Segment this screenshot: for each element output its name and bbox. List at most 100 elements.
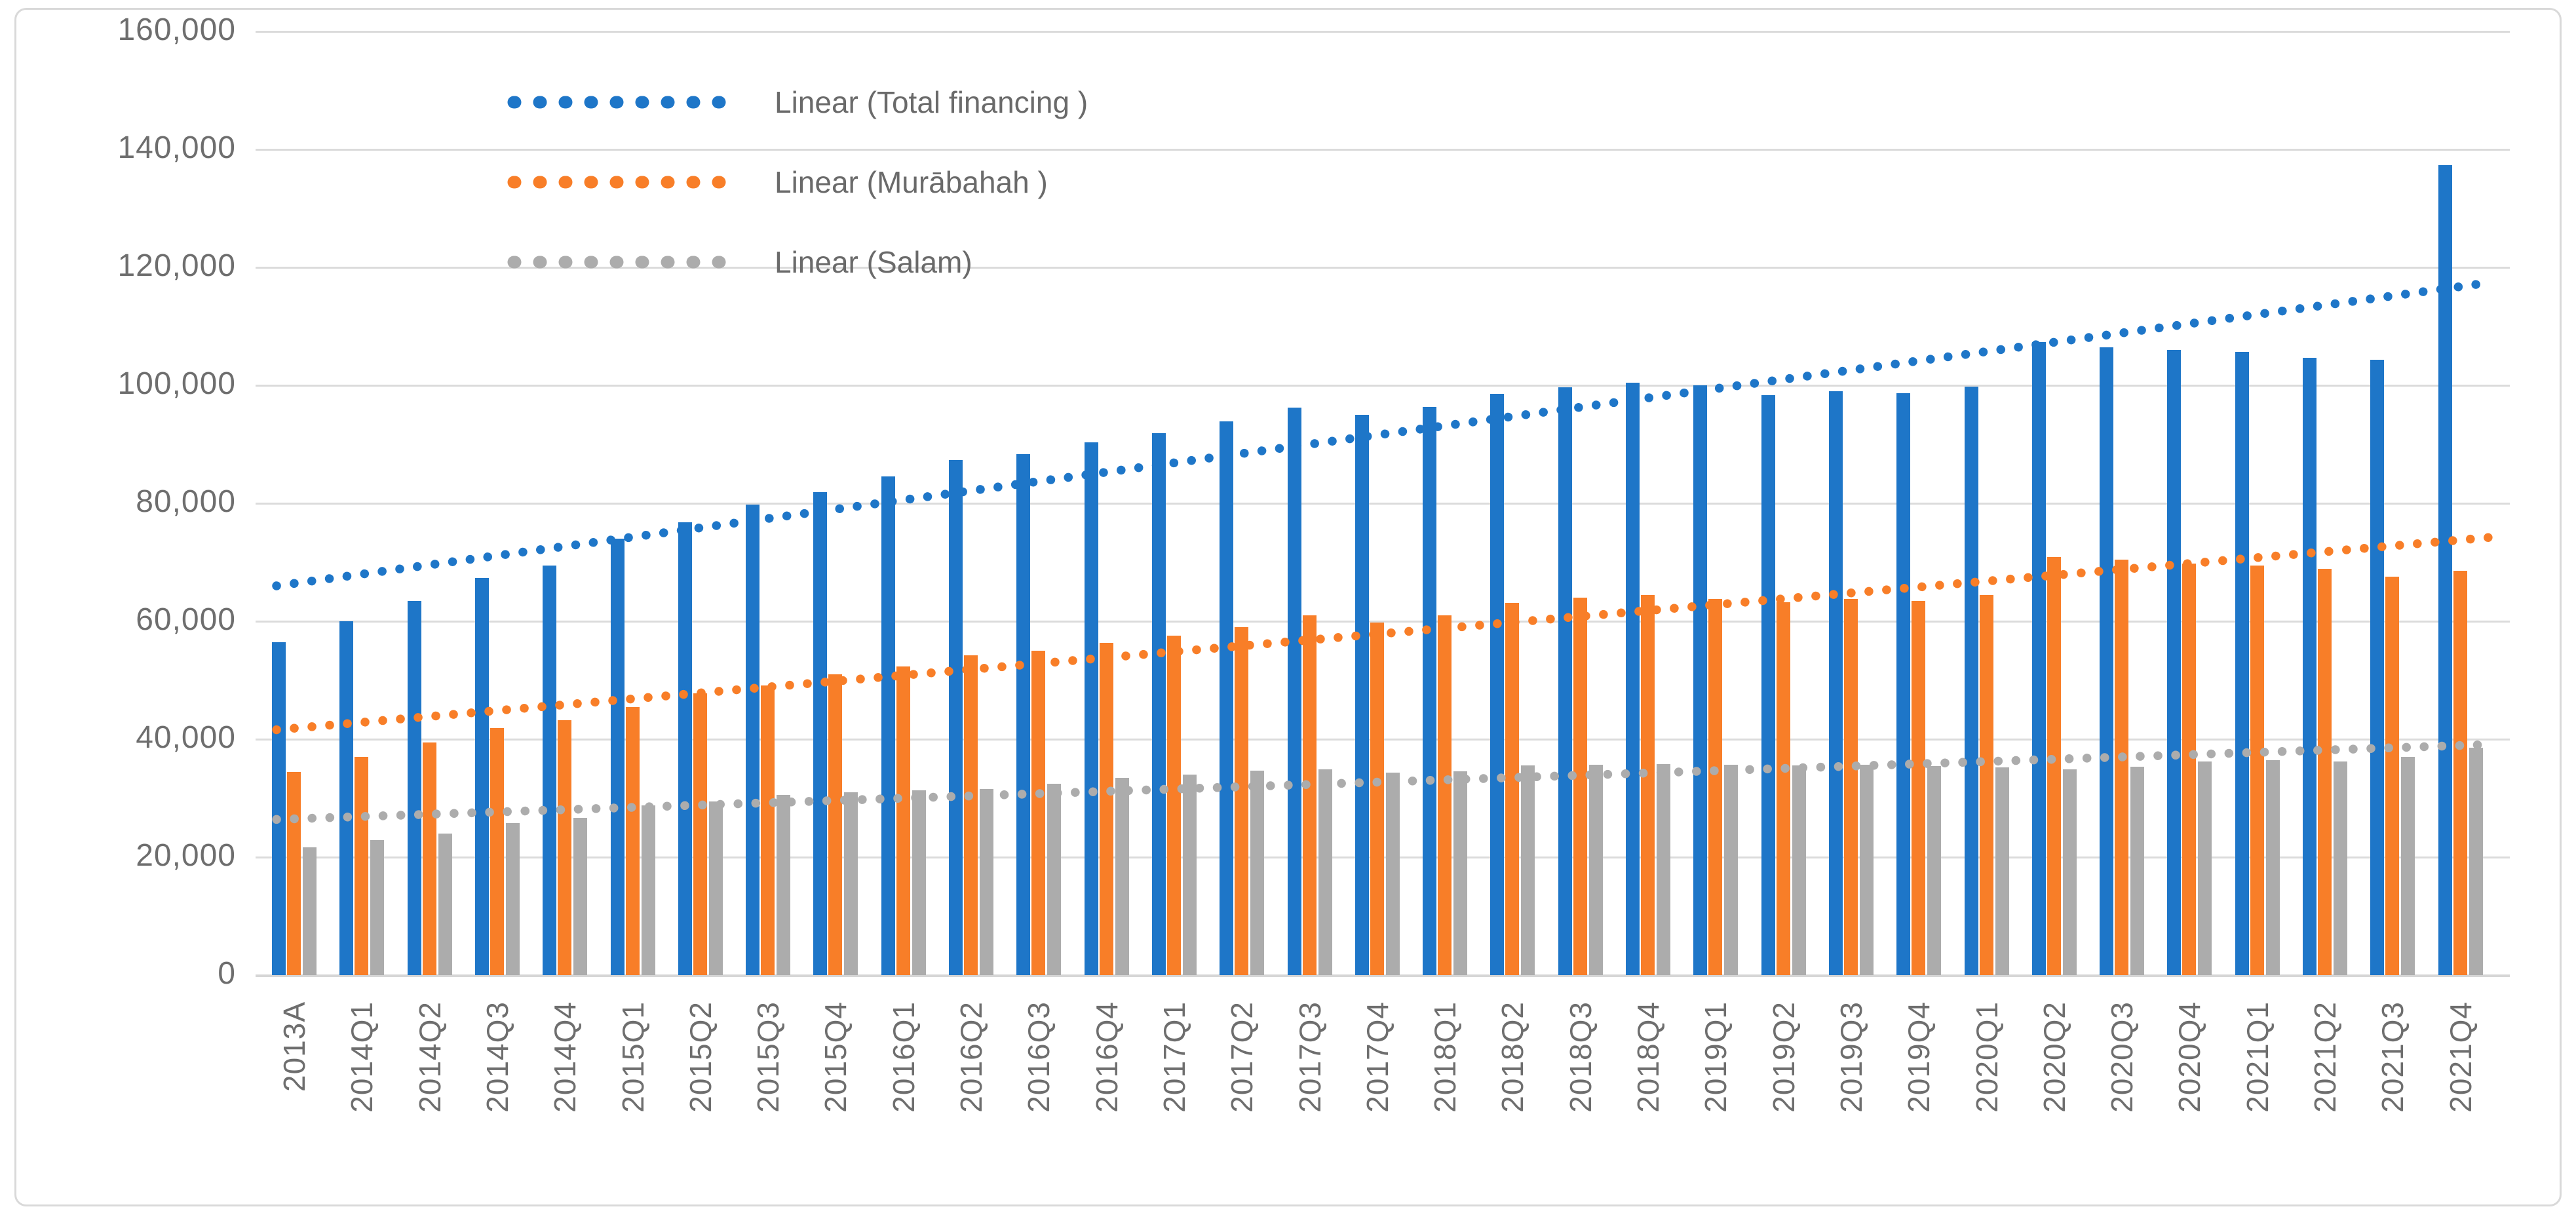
legend: Linear (Total financing ) Linear (Murāba… [505, 62, 1088, 302]
x-axis-tick-label: 2020Q2 [2037, 1001, 2071, 1113]
bar-salam-2014Q2 [438, 834, 452, 975]
bar-mur-bahah-2016Q3 [1031, 651, 1046, 975]
bar-mur-bahah-2019Q2 [1776, 602, 1790, 975]
bar-mur-bahah-2015Q1 [625, 707, 640, 975]
y-axis-tick-label: 120,000 [117, 248, 236, 283]
x-axis-tick-label: 2015Q2 [683, 1001, 718, 1113]
gridline [256, 974, 2510, 977]
x-axis-tick-label: 2019Q1 [1699, 1001, 1733, 1113]
bar-salam-2018Q3 [1588, 764, 1603, 975]
y-axis-tick-label: 80,000 [136, 484, 236, 519]
x-axis-tick-label: 2020Q1 [1969, 1001, 2004, 1113]
trendline-swatch-murabahah [507, 176, 744, 189]
bar-salam-2018Q1 [1453, 771, 1468, 975]
x-axis-tick-label: 2018Q3 [1563, 1001, 1598, 1113]
x-axis-tick-label: 2018Q2 [1495, 1001, 1530, 1113]
x-axis-tick-label: 2014Q1 [345, 1001, 379, 1113]
bar-total-financing-2016Q1 [881, 476, 895, 975]
x-axis-tick-label: 2019Q3 [1834, 1001, 1868, 1113]
bar-total-financing-2019Q3 [1828, 391, 1843, 975]
x-axis-tick-label: 2015Q4 [818, 1001, 853, 1113]
bar-total-financing-2017Q4 [1355, 415, 1369, 975]
bar-total-financing-2014Q1 [339, 621, 354, 975]
x-axis-tick-label: 2013A [277, 1001, 311, 1092]
bar-total-financing-2019Q1 [1693, 385, 1708, 975]
bar-total-financing-2017Q3 [1287, 408, 1301, 975]
gridline [256, 149, 2510, 151]
x-axis-tick-label: 2016Q1 [886, 1001, 921, 1113]
gridline [256, 503, 2510, 505]
legend-label: Linear (Total financing ) [775, 85, 1088, 119]
bar-mur-bahah-2016Q4 [1099, 643, 1113, 975]
bar-mur-bahah-2016Q1 [896, 666, 910, 975]
bar-total-financing-2021Q2 [2303, 357, 2316, 975]
x-axis-tick-label: 2019Q2 [1766, 1001, 1801, 1113]
bar-mur-bahah-2016Q2 [964, 655, 978, 975]
bar-total-financing-2017Q2 [1220, 421, 1234, 975]
x-axis-tick-label: 2016Q3 [1022, 1001, 1056, 1113]
bar-salam-2020Q1 [1995, 767, 2009, 975]
bar-mur-bahah-2021Q3 [2385, 576, 2400, 975]
gridline [256, 385, 2510, 387]
bar-mur-bahah-2019Q3 [1843, 598, 1858, 975]
gridline [256, 621, 2510, 623]
bar-total-financing-2019Q4 [1896, 393, 1911, 975]
bar-mur-bahah-2020Q2 [2047, 556, 2061, 975]
bar-salam-2019Q4 [1927, 765, 1942, 975]
bar-salam-2014Q4 [573, 817, 588, 975]
trendline-swatch-total-financing [507, 96, 744, 109]
x-axis-tick-label: 2014Q4 [548, 1001, 583, 1113]
trendline-mur-bahah [272, 533, 2493, 735]
x-axis-tick-label: 2015Q1 [615, 1001, 650, 1113]
legend-label: Linear (Murābahah ) [775, 165, 1048, 199]
legend-label: Linear (Salam) [775, 245, 972, 279]
bar-total-financing-2021Q1 [2235, 351, 2249, 975]
x-axis-tick-label: 2016Q4 [1089, 1001, 1124, 1113]
bar-mur-bahah-2017Q3 [1302, 615, 1317, 975]
bar-mur-bahah-2018Q2 [1505, 603, 1520, 975]
bar-salam-2021Q2 [2334, 761, 2347, 975]
bar-salam-2020Q3 [2130, 767, 2145, 975]
bar-total-financing-2018Q4 [1626, 383, 1640, 975]
bar-total-financing-2017Q1 [1151, 433, 1166, 975]
bar-salam-2016Q3 [1047, 783, 1062, 975]
bar-salam-2014Q1 [370, 839, 385, 975]
bar-salam-2020Q2 [2062, 769, 2077, 975]
y-axis-tick-label: 20,000 [136, 838, 236, 873]
bar-salam-2017Q1 [1182, 775, 1197, 975]
bar-total-financing-2021Q3 [2370, 360, 2385, 975]
bar-total-financing-2019Q2 [1761, 395, 1775, 975]
bar-total-financing-2015Q4 [813, 491, 828, 975]
bar-mur-bahah-2018Q4 [1641, 595, 1655, 975]
plot-area [256, 31, 2510, 977]
x-axis-tick-label: 2020Q3 [2105, 1001, 2140, 1113]
legend-item-salam: Linear (Salam) [505, 222, 1088, 302]
bar-total-financing-2014Q2 [407, 601, 421, 975]
bar-total-financing-2020Q4 [2167, 350, 2182, 975]
bar-total-financing-2018Q1 [1423, 407, 1437, 975]
bar-mur-bahah-2020Q3 [2115, 560, 2129, 975]
bar-total-financing-2018Q3 [1558, 387, 1572, 975]
y-axis-tick-label: 160,000 [117, 12, 236, 47]
bar-salam-2014Q3 [505, 822, 520, 975]
bar-mur-bahah-2018Q3 [1573, 598, 1587, 975]
bar-salam-2016Q1 [912, 790, 926, 975]
x-axis-tick-label: 2019Q4 [1902, 1001, 1936, 1113]
bar-salam-2020Q4 [2198, 761, 2212, 975]
bar-salam-2013A [303, 847, 317, 975]
y-axis-tick-label: 0 [218, 956, 236, 991]
bar-mur-bahah-2017Q1 [1166, 635, 1181, 975]
legend-item-murabahah: Linear (Murābahah ) [505, 142, 1088, 222]
bar-total-financing-2020Q3 [2100, 347, 2114, 975]
bar-salam-2015Q4 [844, 792, 858, 975]
trendlines-layer [272, 278, 2493, 824]
x-axis-tick-label: 2015Q3 [751, 1001, 786, 1113]
trendline-swatch-salam [507, 256, 744, 269]
bar-mur-bahah-2014Q2 [422, 742, 436, 975]
bar-mur-bahah-2014Q4 [558, 720, 572, 975]
x-axis-tick-label: 2014Q3 [480, 1001, 514, 1113]
bar-salam-2018Q2 [1521, 765, 1535, 975]
bar-salam-2016Q4 [1115, 778, 1129, 975]
bar-total-financing-2016Q4 [1084, 442, 1098, 975]
bar-mur-bahah-2017Q2 [1235, 627, 1249, 975]
